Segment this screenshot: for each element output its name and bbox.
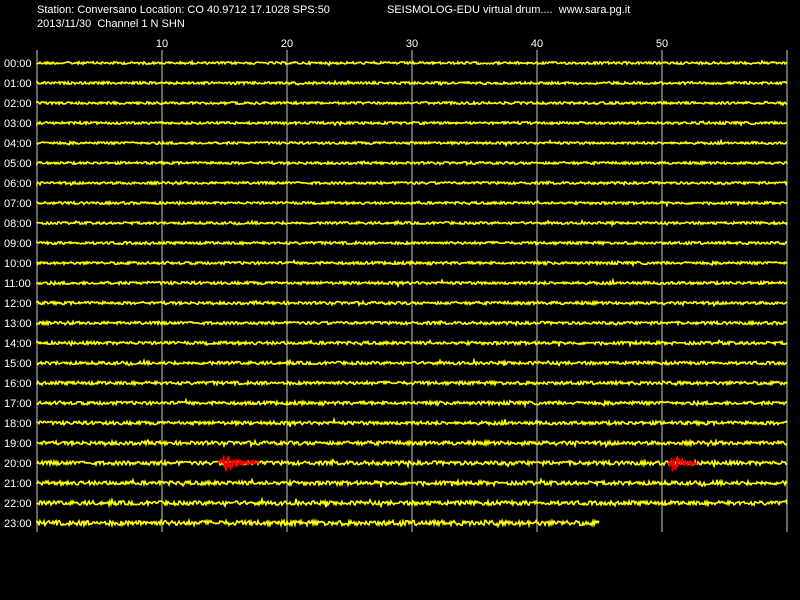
row-time-label: 07:00 bbox=[4, 198, 32, 210]
drum-title: SEISMOLOG-EDU virtual drum.... www.sara.… bbox=[387, 4, 631, 16]
row-time-label: 16:00 bbox=[4, 378, 32, 390]
trace-2300 bbox=[36, 517, 600, 529]
trace-0500 bbox=[36, 159, 788, 167]
row-time-label: 06:00 bbox=[4, 178, 32, 190]
row-time-label: 23:00 bbox=[4, 518, 32, 530]
trace-1200 bbox=[36, 299, 788, 308]
trace-0200 bbox=[36, 99, 788, 107]
trace-1600 bbox=[36, 379, 788, 387]
row-time-label: 09:00 bbox=[4, 238, 32, 250]
trace-1700 bbox=[36, 397, 788, 409]
row-time-label: 11:00 bbox=[4, 278, 31, 290]
trace-0000 bbox=[36, 59, 788, 67]
x-tick-label: 30 bbox=[406, 38, 418, 50]
row-time-label: 17:00 bbox=[4, 398, 32, 410]
row-time-label: 19:00 bbox=[4, 438, 32, 450]
date-channel-info: 2013/11/30 Channel 1 N SHN bbox=[37, 18, 185, 30]
row-time-label: 03:00 bbox=[4, 118, 32, 130]
trace-1000 bbox=[36, 258, 788, 268]
row-time-label: 20:00 bbox=[4, 458, 32, 470]
trace-1500 bbox=[36, 357, 788, 368]
row-time-label: 00:00 bbox=[4, 58, 32, 70]
trace-2100 bbox=[36, 477, 788, 488]
trace-2200 bbox=[36, 496, 788, 509]
trace-0900 bbox=[36, 239, 788, 247]
x-tick-label: 20 bbox=[281, 38, 293, 50]
row-time-label: 21:00 bbox=[4, 478, 32, 490]
event-trace-2 bbox=[667, 455, 698, 472]
row-time-label: 12:00 bbox=[4, 298, 32, 310]
row-time-label: 22:00 bbox=[4, 498, 32, 510]
trace-0700 bbox=[36, 199, 788, 208]
row-time-label: 02:00 bbox=[4, 98, 32, 110]
trace-1300 bbox=[36, 319, 788, 328]
trace-2000 bbox=[36, 458, 788, 470]
trace-0300 bbox=[36, 119, 788, 127]
trace-1900 bbox=[36, 438, 788, 449]
trace-1400 bbox=[36, 338, 788, 348]
trace-0600 bbox=[36, 179, 788, 187]
row-time-label: 04:00 bbox=[4, 138, 32, 150]
trace-1100 bbox=[36, 277, 788, 289]
x-tick-label: 50 bbox=[656, 38, 668, 50]
x-tick-label: 10 bbox=[156, 38, 168, 50]
row-time-label: 01:00 bbox=[4, 78, 32, 90]
trace-0100 bbox=[36, 79, 788, 87]
trace-1800 bbox=[36, 416, 788, 428]
row-time-label: 15:00 bbox=[4, 358, 32, 370]
row-time-label: 13:00 bbox=[4, 318, 32, 330]
row-time-label: 10:00 bbox=[4, 258, 32, 270]
row-time-label: 05:00 bbox=[4, 158, 32, 170]
station-info: Station: Conversano Location: CO 40.9712… bbox=[37, 4, 330, 16]
row-time-label: 08:00 bbox=[4, 218, 32, 230]
event-trace-1 bbox=[217, 455, 260, 472]
row-time-label: 18:00 bbox=[4, 418, 32, 430]
x-tick-label: 40 bbox=[531, 38, 543, 50]
trace-0800 bbox=[36, 218, 788, 228]
row-time-label: 14:00 bbox=[4, 338, 32, 350]
trace-0400 bbox=[36, 138, 788, 148]
